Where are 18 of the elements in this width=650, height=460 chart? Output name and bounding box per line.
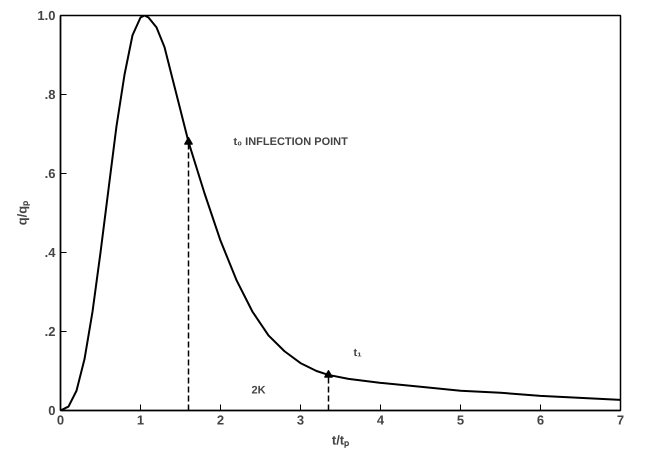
- x-tick-label: 4: [376, 412, 385, 428]
- x-tick-label: 1: [136, 412, 144, 428]
- x-tick-label: 6: [536, 412, 544, 428]
- y-tick-label: .8: [44, 87, 56, 102]
- y-tick-label: 0: [48, 403, 56, 418]
- annotation: 2K: [251, 384, 266, 396]
- annotation: t₀ INFLECTION POINT: [234, 136, 348, 148]
- x-tick-label: 7: [616, 412, 624, 428]
- x-tick-label: 2: [216, 412, 224, 428]
- x-axis-title: t/tₚ: [332, 432, 350, 448]
- annotation: t₁: [354, 346, 362, 359]
- y-axis-title: q/qₚ: [14, 200, 30, 226]
- y-tick-label: 1.0: [37, 8, 56, 23]
- y-tick-label: .4: [44, 245, 56, 260]
- x-tick-label: 3: [296, 412, 304, 428]
- x-tick-label: 5: [456, 412, 464, 428]
- y-tick-label: .2: [44, 324, 56, 339]
- y-tick-label: .6: [44, 166, 56, 181]
